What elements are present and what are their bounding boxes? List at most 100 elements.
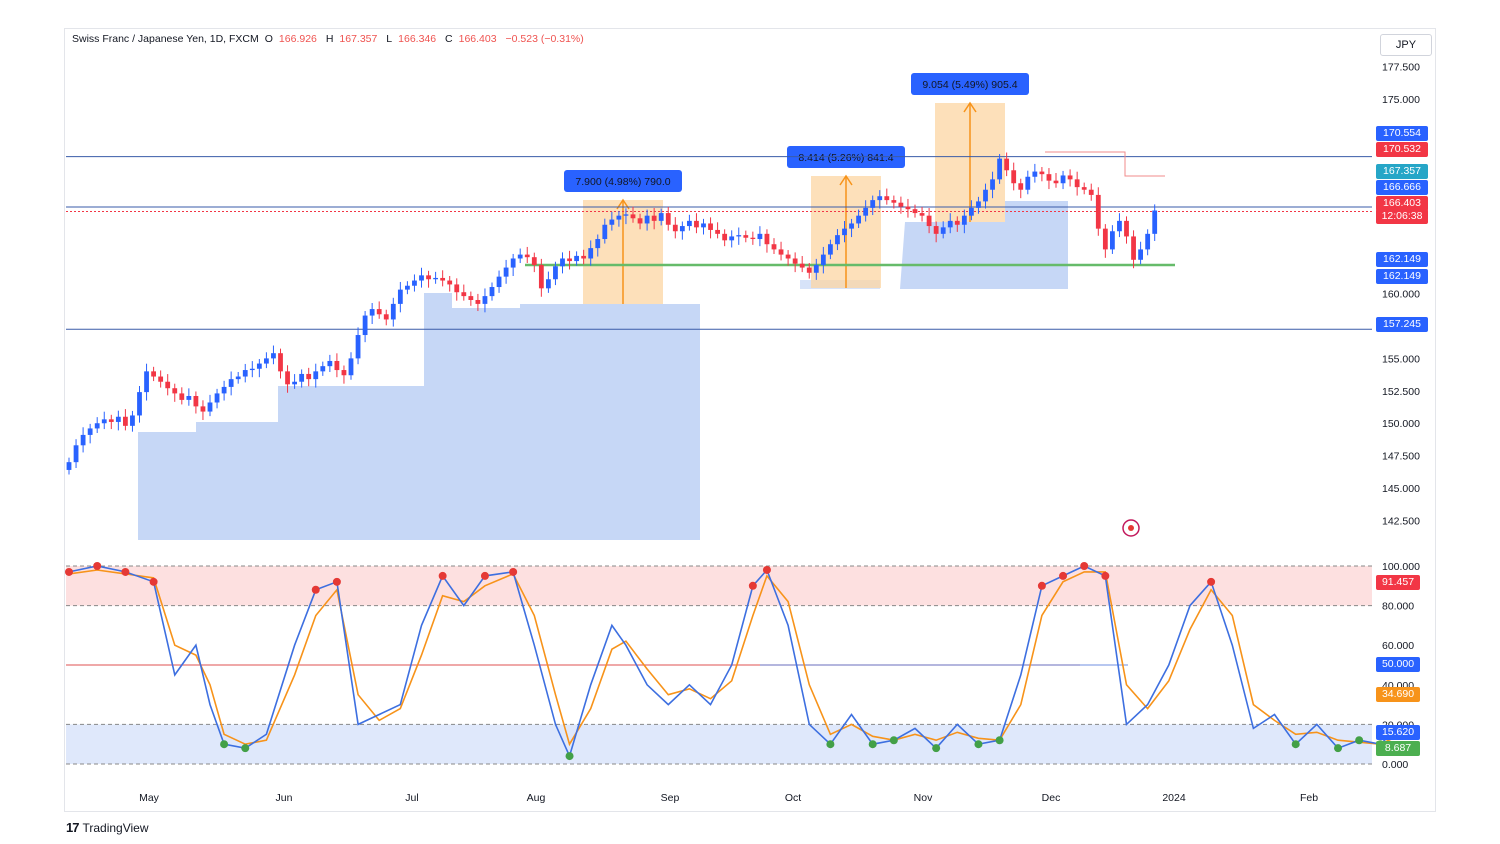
candle-body <box>158 376 164 382</box>
high-label: H <box>325 33 334 45</box>
measure-arrowhead <box>963 101 977 113</box>
oscillator-axis-tick: 100.000 <box>1382 561 1420 573</box>
tradingview-logo-icon: 17 <box>66 820 80 835</box>
candle-body <box>482 296 488 304</box>
candle-body <box>976 201 981 208</box>
candle-body <box>383 314 389 320</box>
candle-body <box>94 423 100 429</box>
buy-signal-dot <box>974 740 983 749</box>
measure-label: 7.900 (4.98%) 790.0 <box>575 176 670 188</box>
time-axis-tick: Aug <box>527 792 546 804</box>
candle-body <box>828 244 833 255</box>
candle-body <box>221 386 227 394</box>
candle-body <box>990 179 995 190</box>
candle-body <box>940 227 946 234</box>
candle-body <box>997 158 1002 180</box>
candle-body <box>1124 220 1129 237</box>
high-value: 167.357 <box>339 33 378 45</box>
sell-signal-dot <box>748 581 757 590</box>
candle-body <box>412 280 417 286</box>
candle-body <box>799 263 805 268</box>
brand-footer[interactable]: 17 TradingView <box>66 820 149 835</box>
buy-signal-dot <box>220 740 229 749</box>
sell-signal-dot <box>762 565 771 574</box>
candle-body <box>715 229 720 234</box>
time-axis-tick: Jul <box>405 792 418 804</box>
candle-body <box>771 244 777 250</box>
candle-body <box>1117 220 1122 232</box>
candle-body <box>1102 228 1108 250</box>
candle-body <box>743 235 749 238</box>
candle-body <box>708 223 713 230</box>
support-area <box>900 201 1068 289</box>
candle-body <box>271 353 276 359</box>
candle-body <box>1053 180 1059 184</box>
candle-body <box>778 249 784 255</box>
open-value: 166.926 <box>278 33 317 45</box>
buy-signal-dot <box>932 744 941 753</box>
candle-body <box>1004 158 1010 171</box>
candle-body <box>1088 189 1094 195</box>
candle-body <box>468 296 474 300</box>
candle-body <box>376 309 382 315</box>
candle-body <box>172 388 178 394</box>
candle-body <box>701 223 706 228</box>
oversold-zone <box>66 724 1372 764</box>
candle-body <box>637 218 643 224</box>
candle-body <box>616 215 622 220</box>
candle-body <box>130 415 135 426</box>
candle-body <box>207 402 213 412</box>
symbol-title[interactable]: Swiss Franc / Japanese Yen, 1D, FXCM <box>72 33 259 45</box>
time-axis-tick: Oct <box>785 792 801 804</box>
candle-body <box>320 366 326 372</box>
candle-body <box>524 254 530 258</box>
candle-body <box>249 368 255 371</box>
buy-signal-dot <box>1355 736 1364 745</box>
buy-signal-dot <box>868 740 877 749</box>
price-axis-tick: 175.000 <box>1382 94 1420 106</box>
candle-body <box>397 289 403 304</box>
price-tag: 167.357 <box>1376 164 1428 179</box>
price-axis-tick: 177.500 <box>1382 61 1420 73</box>
candle-body <box>863 207 869 216</box>
candle-body <box>884 196 890 201</box>
candle-body <box>362 315 368 336</box>
candle-body <box>101 419 107 424</box>
measure-arrowhead <box>616 198 630 210</box>
candle-body <box>334 360 340 371</box>
price-tag: 157.245 <box>1376 317 1428 332</box>
candle-body <box>581 255 587 259</box>
price-tag: 162.149 <box>1376 269 1428 284</box>
candle-body <box>426 275 431 280</box>
candle-body <box>228 379 234 387</box>
candle-body <box>856 215 861 224</box>
sell-signal-dot <box>65 567 73 576</box>
candle-body <box>574 255 579 262</box>
candle-body <box>609 219 615 225</box>
price-axis-tick: 160.000 <box>1382 289 1420 301</box>
candle-body <box>475 300 481 304</box>
candle-body <box>278 353 283 372</box>
candle-body <box>813 264 819 273</box>
candle-body <box>602 224 608 240</box>
oscillator-value-tag: 34.690 <box>1376 687 1420 702</box>
candle-body <box>313 371 319 380</box>
sell-signal-dot <box>121 567 130 576</box>
brand-label: TradingView <box>82 820 149 835</box>
measure-label: 8.414 (5.26%) 841.4 <box>798 152 893 164</box>
candle-body <box>764 233 770 245</box>
candle-body <box>672 224 678 232</box>
buy-signal-dot <box>1334 744 1342 753</box>
oscillator-value-tag: 91.457 <box>1376 575 1420 590</box>
measure-label-bg <box>564 170 682 192</box>
price-axis-tick: 147.500 <box>1382 451 1420 463</box>
chart-header: Swiss Franc / Japanese Yen, 1D, FXCM O 166… <box>72 33 590 45</box>
time-axis-tick: Nov <box>914 792 933 804</box>
candle-body <box>588 248 594 259</box>
price-axis-tick: 150.000 <box>1382 418 1420 430</box>
buy-signal-dot <box>565 752 574 761</box>
candle-body <box>1067 175 1073 180</box>
currency-selector[interactable]: JPY <box>1380 34 1432 56</box>
candle-body <box>1025 176 1031 190</box>
